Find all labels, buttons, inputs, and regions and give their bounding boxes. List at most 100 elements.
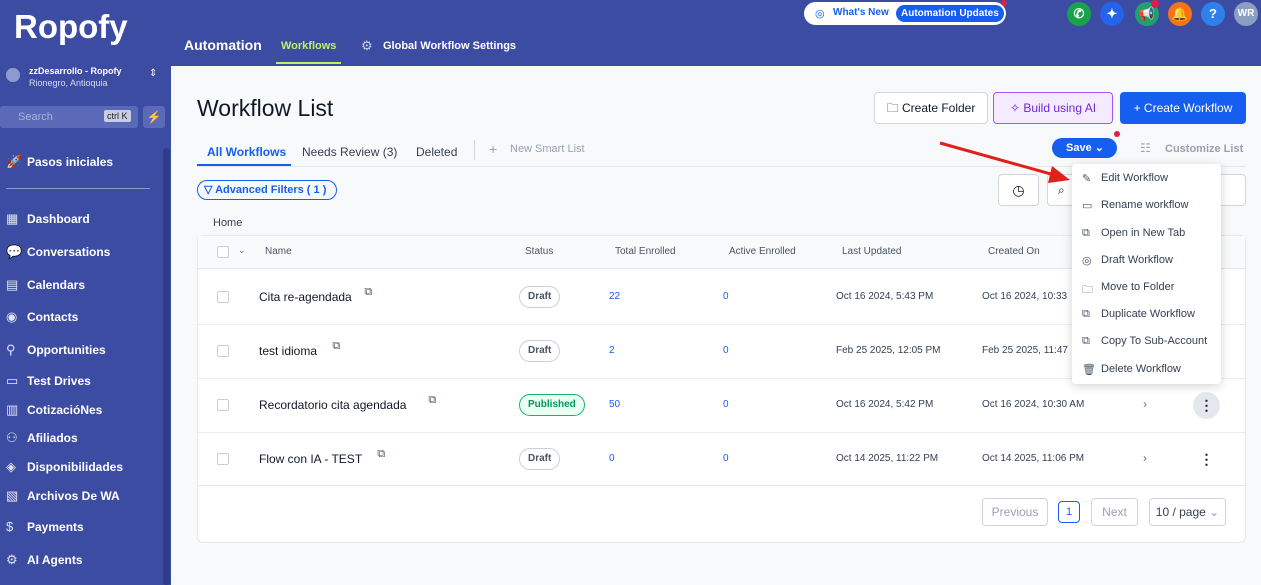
build-ai-button[interactable]: ✧ Build using AI <box>993 92 1113 124</box>
nav-icon: ⚲ <box>6 342 16 357</box>
page-size[interactable]: 10 / page ⌄ <box>1149 498 1226 526</box>
nav-item[interactable]: Disponibilidades <box>27 460 124 474</box>
row-chevron[interactable]: › <box>1143 451 1147 465</box>
column-header[interactable]: Last Updated <box>842 246 902 257</box>
nav-item[interactable]: Payments <box>27 520 84 534</box>
menu-item[interactable]: Rename workflow <box>1101 199 1189 211</box>
menu-item[interactable]: Edit Workflow <box>1101 172 1169 184</box>
nav-item[interactable]: AI Agents <box>27 553 83 567</box>
menu-icon: ⧉ <box>1082 335 1090 347</box>
quick-action[interactable]: ⚡ <box>143 106 165 128</box>
last-updated: Oct 16 2024, 5:43 PM <box>836 291 934 302</box>
active-enrolled[interactable]: 0 <box>723 399 729 410</box>
tab-active[interactable]: All Workflows <box>207 145 287 159</box>
row-checkbox[interactable] <box>217 399 229 411</box>
avatar[interactable]: WR <box>1234 2 1258 26</box>
open-link-icon[interactable]: ⧉ <box>428 394 437 406</box>
menu-item[interactable]: Delete Workflow <box>1101 363 1181 375</box>
active-enrolled[interactable]: 0 <box>723 453 729 464</box>
column-header[interactable]: Total Enrolled <box>615 246 676 257</box>
menu-icon: ⧉ <box>1082 308 1090 320</box>
status-badge: Published <box>519 394 585 416</box>
account-icon <box>6 68 20 82</box>
row-actions[interactable]: ⋮ <box>1193 392 1220 419</box>
nav-item[interactable]: Contacts <box>27 310 79 324</box>
updates-badge[interactable]: Automation Updates <box>896 5 1004 22</box>
tab[interactable]: Deleted <box>416 145 458 159</box>
tab[interactable]: Needs Review (3) <box>302 145 398 159</box>
nav-item[interactable]: Pasos iniciales <box>27 155 114 169</box>
select-menu[interactable]: ⌄ <box>238 245 246 255</box>
customize-list[interactable]: Customize List <box>1165 143 1244 155</box>
row-actions[interactable]: ⋮ <box>1199 451 1214 467</box>
created-on: Feb 25 2025, 11:47 <box>982 345 1068 356</box>
breadcrumb[interactable]: Home <box>213 217 243 229</box>
help-button[interactable]: ? <box>1201 2 1225 26</box>
column-header[interactable]: Active Enrolled <box>729 246 796 257</box>
nav-item[interactable]: Calendars <box>27 278 86 292</box>
total-enrolled[interactable]: 50 <box>609 399 621 410</box>
nav-item[interactable]: Opportunities <box>27 343 106 357</box>
active-enrolled[interactable]: 0 <box>723 291 729 302</box>
whats-new-icon: ◎ <box>815 8 825 20</box>
arrow-head <box>1048 166 1070 183</box>
page-button[interactable]: 1 <box>1058 501 1080 523</box>
create-workflow-button[interactable]: + Create Workflow <box>1120 92 1246 124</box>
tab-active[interactable]: Workflows <box>281 40 337 52</box>
new-smart-list[interactable]: New Smart List <box>510 143 585 155</box>
whats-new[interactable]: What's New <box>833 7 889 18</box>
menu-item[interactable]: Draft Workflow <box>1101 254 1173 266</box>
row-checkbox[interactable] <box>217 291 229 303</box>
nav-item[interactable]: Test Drives <box>27 374 91 388</box>
save-button[interactable]: Save ⌄ <box>1052 138 1117 158</box>
tab[interactable]: Global Workflow Settings <box>383 40 517 52</box>
workflow-name[interactable]: Flow con IA - TEST <box>259 452 363 466</box>
ai-button[interactable]: ✦ <box>1100 2 1124 26</box>
advanced-filters[interactable]: ▽ Advanced Filters ( 1 ) <box>197 180 337 200</box>
status-badge: Draft <box>519 340 561 362</box>
previous-button[interactable]: Previous <box>982 498 1048 526</box>
workflow-name[interactable]: Cita re-agendada <box>259 290 352 304</box>
plus-icon: + <box>489 141 498 157</box>
history-button[interactable]: ◷ <box>998 174 1039 206</box>
notification-dot <box>1001 0 1007 6</box>
next-button[interactable]: Next <box>1091 498 1138 526</box>
arrow-line <box>939 141 1059 178</box>
menu-item[interactable]: Open in New Tab <box>1101 227 1186 239</box>
nav-item[interactable]: Archivos De WA <box>27 489 120 503</box>
nav-icon: ◈ <box>6 459 16 474</box>
table-rule <box>198 485 1245 486</box>
status-badge: Draft <box>519 286 561 308</box>
open-link-icon[interactable]: ⧉ <box>364 286 373 298</box>
last-updated: Oct 14 2025, 11:22 PM <box>836 453 939 464</box>
total-enrolled[interactable]: 2 <box>609 345 615 356</box>
total-enrolled[interactable]: 22 <box>609 291 621 302</box>
total-enrolled[interactable]: 0 <box>609 453 615 464</box>
nav-item[interactable]: CotizacióNes <box>27 403 103 417</box>
row-checkbox[interactable] <box>217 453 229 465</box>
column-header[interactable]: Name <box>265 246 292 257</box>
workflow-name[interactable]: Recordatorio cita agendada <box>259 398 407 412</box>
menu-item[interactable]: Move to Folder <box>1101 281 1175 293</box>
phone-button[interactable]: ✆ <box>1067 2 1091 26</box>
filters-label: Advanced Filters ( 1 ) <box>215 184 327 196</box>
nav-icon: ▤ <box>6 277 19 292</box>
account-name[interactable]: zzDesarrollo - Ropofy <box>29 66 122 76</box>
active-enrolled[interactable]: 0 <box>723 345 729 356</box>
menu-item[interactable]: Copy To Sub-Account <box>1101 335 1208 347</box>
create-folder-button[interactable]: 🗀 Create Folder <box>874 92 988 124</box>
row-checkbox[interactable] <box>217 345 229 357</box>
nav-item[interactable]: Dashboard <box>27 212 90 226</box>
column-header[interactable]: Created On <box>988 246 1040 257</box>
select-all[interactable] <box>217 246 229 258</box>
open-link-icon[interactable]: ⧉ <box>377 448 386 460</box>
row-chevron[interactable]: › <box>1143 397 1147 411</box>
workflow-name[interactable]: test idioma <box>259 344 318 358</box>
nav-item[interactable]: Conversations <box>27 245 111 259</box>
account-switch[interactable]: ⇕ <box>149 68 158 79</box>
nav-item[interactable]: Afiliados <box>27 431 78 445</box>
open-link-icon[interactable]: ⧉ <box>332 340 341 352</box>
bell-button[interactable]: 🔔 <box>1168 2 1192 26</box>
menu-item[interactable]: Duplicate Workflow <box>1101 308 1195 320</box>
search-box[interactable] <box>0 106 138 128</box>
